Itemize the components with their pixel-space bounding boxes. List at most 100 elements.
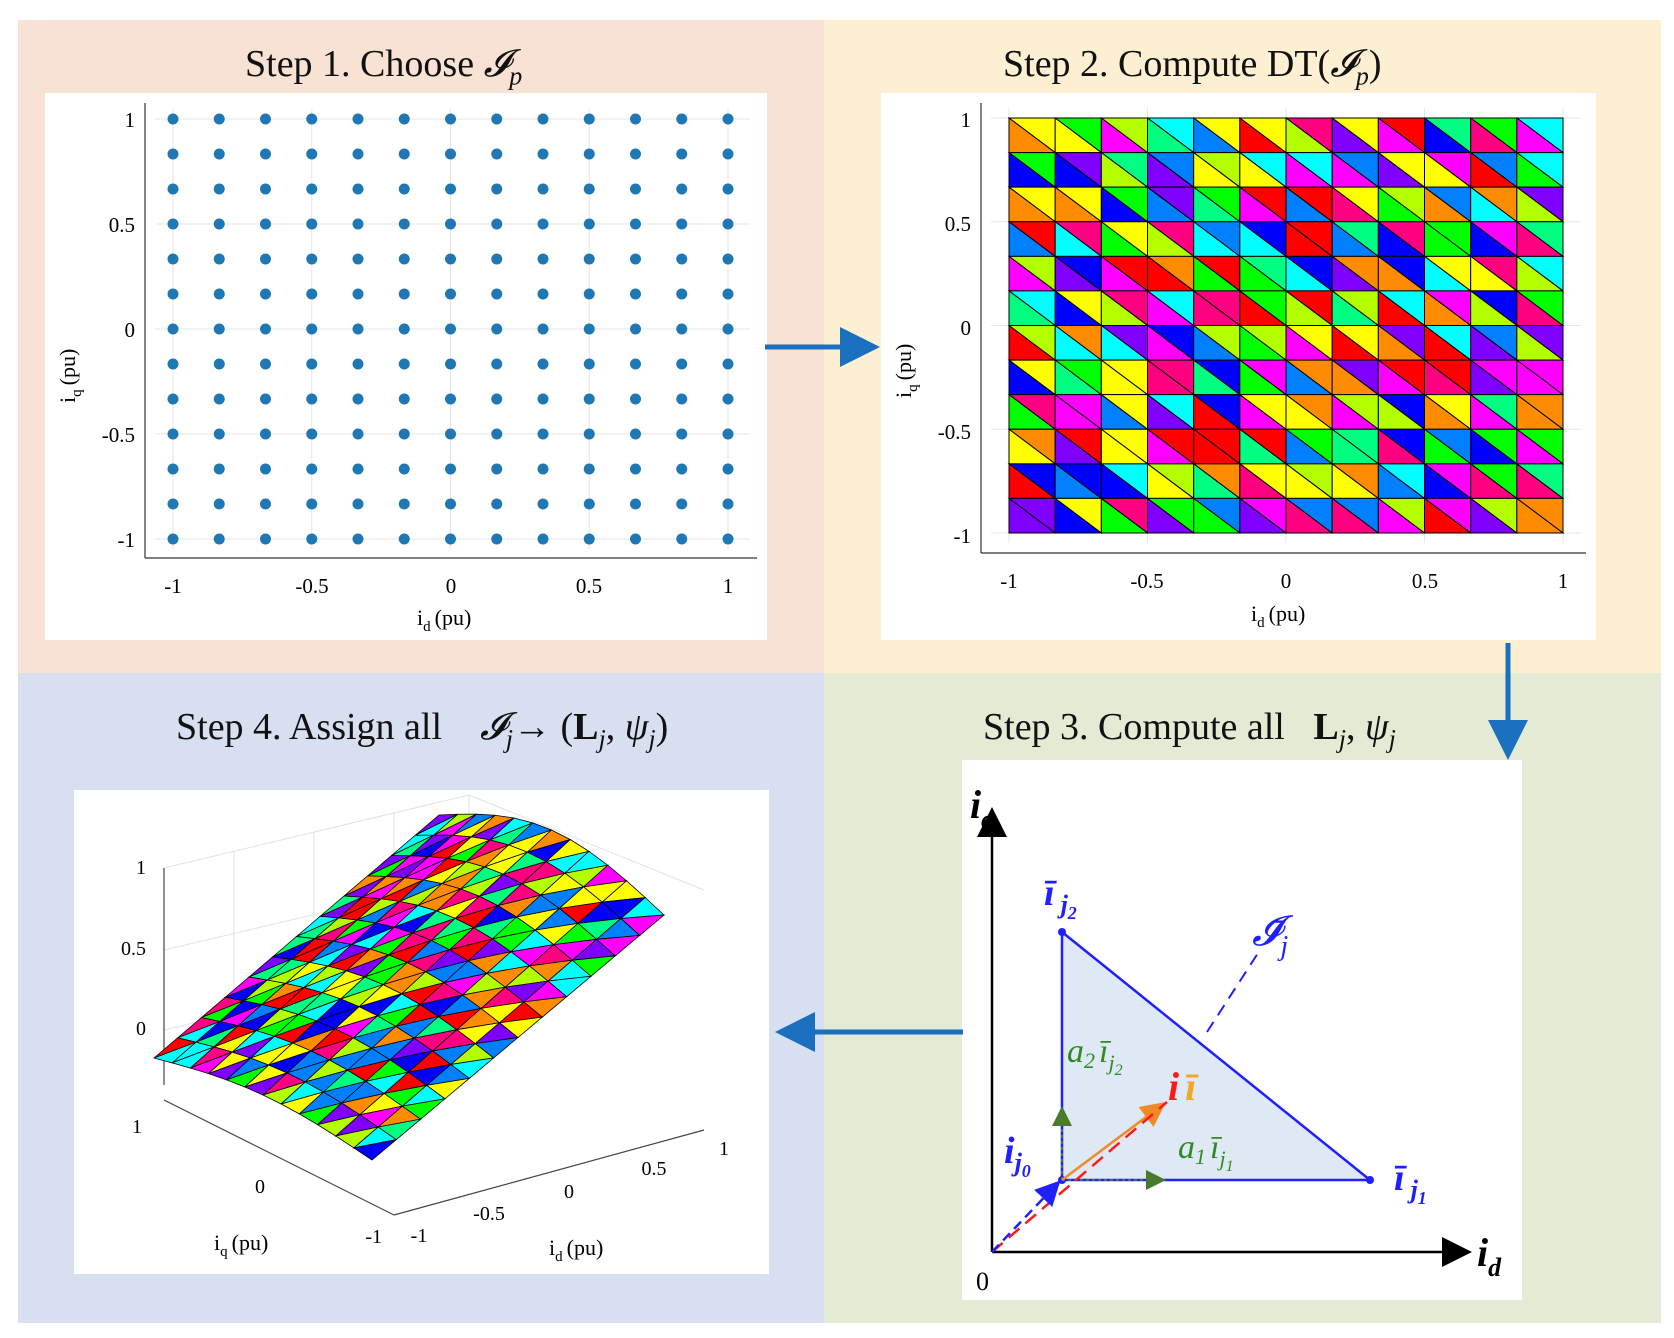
grid-point [260, 533, 271, 545]
grid-point [352, 428, 364, 440]
triangle-cell [1331, 497, 1380, 534]
origin-label: 0 [976, 1267, 989, 1296]
grid-point [722, 218, 734, 230]
grid-point [167, 463, 179, 475]
iq-axis-label: iq [970, 782, 994, 834]
vertex-j1 [1366, 1176, 1374, 1184]
iq-axis-line [163, 1099, 395, 1216]
grid-point [445, 358, 456, 370]
grid-point [306, 288, 318, 300]
grid-point [676, 183, 688, 195]
x-axis-label: id (pu) [1251, 601, 1305, 631]
grid-point [167, 218, 179, 230]
x-axis-label: id (pu) [549, 1235, 603, 1265]
grid-point [167, 428, 179, 440]
grid-point [167, 498, 179, 510]
grid-point [167, 113, 179, 125]
grid-point [306, 533, 318, 545]
grid-point [537, 428, 549, 440]
grid-points-plot: -1 -0.5 0 0.5 1 1 0.5 0 -0.5 -1 id (pu) i… [45, 93, 767, 640]
grid-point [167, 183, 179, 195]
y-tick: 1 [125, 108, 136, 132]
grid-point [260, 463, 271, 475]
grid-point [583, 498, 595, 510]
grid-point [167, 393, 179, 405]
i-vector [991, 1101, 1168, 1253]
region-leader-line [1206, 949, 1261, 1033]
triangle-cell [1470, 497, 1519, 534]
grid-point [167, 358, 179, 370]
grid-point [352, 358, 364, 370]
grid-point [306, 183, 318, 195]
grid-point [306, 463, 318, 475]
grid-point [630, 288, 641, 300]
grid-point [306, 428, 318, 440]
grid-point [676, 358, 688, 370]
triangle-cell [1008, 497, 1057, 534]
grid-point [630, 148, 641, 160]
grid-point [352, 288, 364, 300]
grid-point [630, 358, 641, 370]
grid-point [630, 323, 641, 335]
grid-point [445, 463, 456, 475]
grid-point [676, 463, 688, 475]
grid-point [213, 533, 225, 545]
grid-point [537, 218, 549, 230]
grid-point [352, 253, 364, 265]
x-tick: -0.5 [295, 574, 328, 598]
x-axis-label: id (pu) [417, 605, 471, 635]
grid-point [722, 428, 734, 440]
grid-point [630, 393, 641, 405]
grid-point [537, 498, 549, 510]
grid-point [630, 218, 641, 230]
grid-point [537, 148, 549, 160]
grid-point [722, 148, 734, 160]
grid-point [260, 358, 271, 370]
grid-point [722, 393, 734, 405]
grid-point [445, 323, 456, 335]
y-tick: -1 [954, 524, 972, 548]
grid-point [306, 498, 318, 510]
grid-point [630, 113, 641, 125]
id-axis-label: id [1477, 1230, 1502, 1282]
grid-point [722, 288, 734, 300]
step2-title: Step 2. Compute DT(𝓘p) [1003, 43, 1382, 91]
grid-point [398, 253, 410, 265]
grid-point [445, 183, 456, 195]
grid-point [491, 358, 503, 370]
surface-svg: 1 0.5 0 1 0 -1 1 0.5 0 -0.5 -1 id (pu) iq… [121, 794, 729, 1265]
grid-point [491, 113, 503, 125]
grid-point [398, 533, 410, 545]
grid-point [167, 288, 179, 300]
x-tick: -1 [1000, 569, 1018, 593]
grid-point [260, 498, 271, 510]
grid-point [676, 113, 688, 125]
grid-point [491, 428, 503, 440]
grid-point [167, 533, 179, 545]
surface-triangle [425, 1077, 471, 1100]
grid-point [676, 148, 688, 160]
grid-point [676, 218, 688, 230]
triangle-cell [1239, 497, 1288, 534]
surface-triangle [401, 1098, 447, 1120]
grid-point [213, 323, 225, 335]
y-tick: 0.5 [109, 213, 135, 237]
grid-point [306, 323, 318, 335]
grid-point [260, 253, 271, 265]
grid-point [213, 218, 225, 230]
grid-point [398, 323, 410, 335]
triangle-cell [1285, 497, 1334, 534]
id-tick: -0.5 [473, 1203, 505, 1225]
grid-point [352, 323, 364, 335]
grid-point [445, 253, 456, 265]
grid-point [260, 113, 271, 125]
grid-point [306, 148, 318, 160]
triangle-cell [1100, 497, 1150, 534]
surface-triangle [620, 914, 666, 936]
grid-point [260, 288, 271, 300]
z-tick: 0 [136, 1018, 146, 1040]
surface-triangle [449, 1057, 496, 1079]
grid-point [630, 253, 641, 265]
triangulation-svg: -1 -0.5 0 0.5 1 1 0.5 0 -0.5 -1 id (pu) i… [891, 103, 1586, 631]
grid-point [722, 113, 734, 125]
